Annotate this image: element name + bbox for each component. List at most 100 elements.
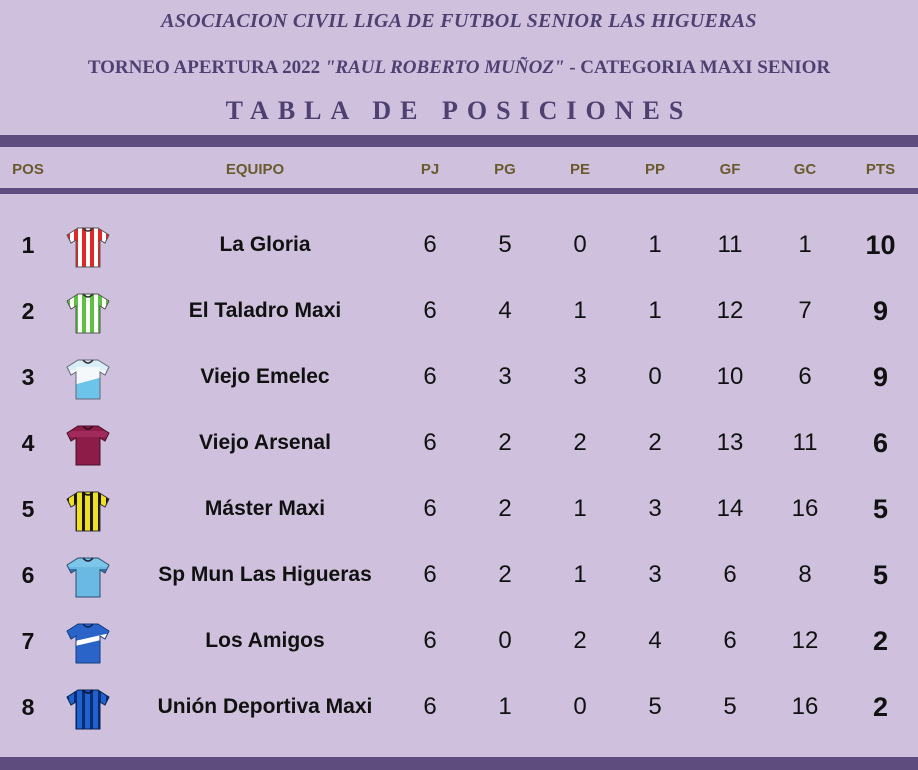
drawn: 1 [573, 495, 587, 522]
drawn: 3 [573, 363, 587, 390]
col-header-pe: PE [569, 161, 590, 178]
team-name: Viejo Emelec [200, 365, 330, 388]
col-header-team: EQUIPO [225, 161, 285, 178]
goals-for: 13 [716, 429, 744, 456]
played: 6 [423, 561, 437, 588]
goals-against: 7 [798, 297, 812, 324]
shirt-blue-navy-stripes-icon [66, 689, 110, 730]
table-title: TABLA DE POSICIONES [225, 96, 693, 125]
row-position: 6 [21, 562, 35, 588]
tournament-prefix: TORNEO APERTURA 2022 [87, 57, 325, 78]
shirt-yellow-black-stripes-icon [66, 491, 110, 532]
points: 6 [872, 428, 889, 458]
won: 2 [498, 561, 512, 588]
shirt-skyblue-icon [66, 557, 110, 598]
won: 2 [498, 495, 512, 522]
lost: 1 [648, 297, 662, 324]
goals-against: 12 [791, 627, 819, 654]
tournament-title: TORNEO APERTURA 2022 "RAUL ROBERTO MUÑOZ… [0, 57, 918, 79]
goals-against: 16 [791, 693, 819, 720]
team-name: Sp Mun Las Higueras [158, 563, 372, 586]
goals-for: 10 [716, 363, 744, 390]
tournament-suffix: - CATEGORIA MAXI SENIOR [564, 57, 831, 78]
team-name: Unión Deportiva Maxi [157, 695, 373, 718]
goals-against: 16 [791, 495, 819, 522]
lost: 4 [648, 627, 662, 654]
points: 2 [872, 692, 889, 722]
goals-for: 14 [716, 495, 744, 522]
won: 1 [498, 693, 512, 720]
played: 6 [423, 297, 437, 324]
points: 9 [872, 296, 889, 326]
row-position: 4 [21, 430, 35, 456]
table-row: 8 Unión Deportiva Maxi 6 1 0 5 5 16 2 [0, 674, 918, 740]
won: 5 [498, 231, 512, 258]
table-row: 4 Viejo Arsenal 6 2 2 2 13 11 6 [0, 410, 918, 476]
points: 5 [872, 494, 889, 524]
lost: 1 [648, 231, 662, 258]
table-row: 1 La Gloria 6 5 0 1 11 1 10 [0, 212, 918, 278]
goals-against: 1 [798, 231, 812, 258]
row-position: 5 [21, 496, 35, 522]
col-header-pts: PTS [865, 161, 896, 178]
won: 3 [498, 363, 512, 390]
drawn: 2 [573, 627, 587, 654]
footer-band [0, 757, 918, 770]
drawn: 1 [573, 561, 587, 588]
played: 6 [423, 231, 437, 258]
team-name: Máster Maxi [204, 497, 326, 520]
lost: 0 [648, 363, 662, 390]
table-row: 6 Sp Mun Las Higueras 6 2 1 3 6 8 5 [0, 542, 918, 608]
points: 10 [865, 230, 896, 260]
points: 2 [872, 626, 889, 656]
team-name: Viejo Arsenal [199, 431, 331, 454]
row-position: 3 [21, 364, 35, 390]
goals-for: 12 [716, 297, 744, 324]
col-header-pj: PJ [420, 161, 440, 178]
header-band-top [0, 135, 918, 147]
played: 6 [423, 495, 437, 522]
shirt-maroon-icon [66, 425, 110, 466]
goals-against: 8 [798, 561, 812, 588]
team-name: Los Amigos [205, 629, 325, 652]
col-header-gc: GC [793, 161, 817, 178]
goals-for: 5 [723, 693, 737, 720]
table-row: 5 Máster Maxi 6 2 1 3 14 16 5 [0, 476, 918, 542]
col-header-pos: POS [12, 161, 44, 178]
points: 5 [872, 560, 889, 590]
points: 9 [872, 362, 889, 392]
shirt-red-white-stripes-icon [66, 227, 110, 268]
team-name: La Gloria [219, 233, 311, 256]
played: 6 [423, 363, 437, 390]
row-position: 1 [21, 232, 35, 258]
row-position: 8 [21, 694, 35, 720]
goals-against: 6 [798, 363, 812, 390]
drawn: 2 [573, 429, 587, 456]
tournament-name: "RAUL ROBERTO MUÑOZ" [324, 57, 565, 78]
lost: 2 [648, 429, 662, 456]
won: 2 [498, 429, 512, 456]
header-band-bottom [0, 188, 918, 194]
table-row: 3 Viejo Emelec 6 3 3 0 10 6 9 [0, 344, 918, 410]
league-title: ASOCIACION CIVIL LIGA DE FUTBOL SENIOR L… [161, 10, 757, 32]
won: 0 [498, 627, 512, 654]
lost: 3 [648, 561, 662, 588]
lost: 5 [648, 693, 662, 720]
played: 6 [423, 627, 437, 654]
played: 6 [423, 429, 437, 456]
row-position: 7 [21, 628, 35, 654]
lost: 3 [648, 495, 662, 522]
col-header-gf: GF [719, 161, 741, 178]
shirt-green-white-stripes-icon [66, 293, 110, 334]
goals-against: 11 [792, 429, 818, 456]
table-row: 7 Los Amigos 6 0 2 4 6 12 2 [0, 608, 918, 674]
won: 4 [498, 297, 512, 324]
drawn: 0 [573, 693, 587, 720]
shirt-blue-white-sash-icon [66, 623, 110, 664]
goals-for: 6 [723, 561, 737, 588]
goals-for: 11 [717, 231, 743, 258]
shirt-white-skyblue-icon [66, 359, 110, 400]
goals-for: 6 [723, 627, 737, 654]
table-row: 2 El Taladro Maxi 6 4 1 1 12 7 9 [0, 278, 918, 344]
col-header-pp: PP [644, 161, 665, 178]
